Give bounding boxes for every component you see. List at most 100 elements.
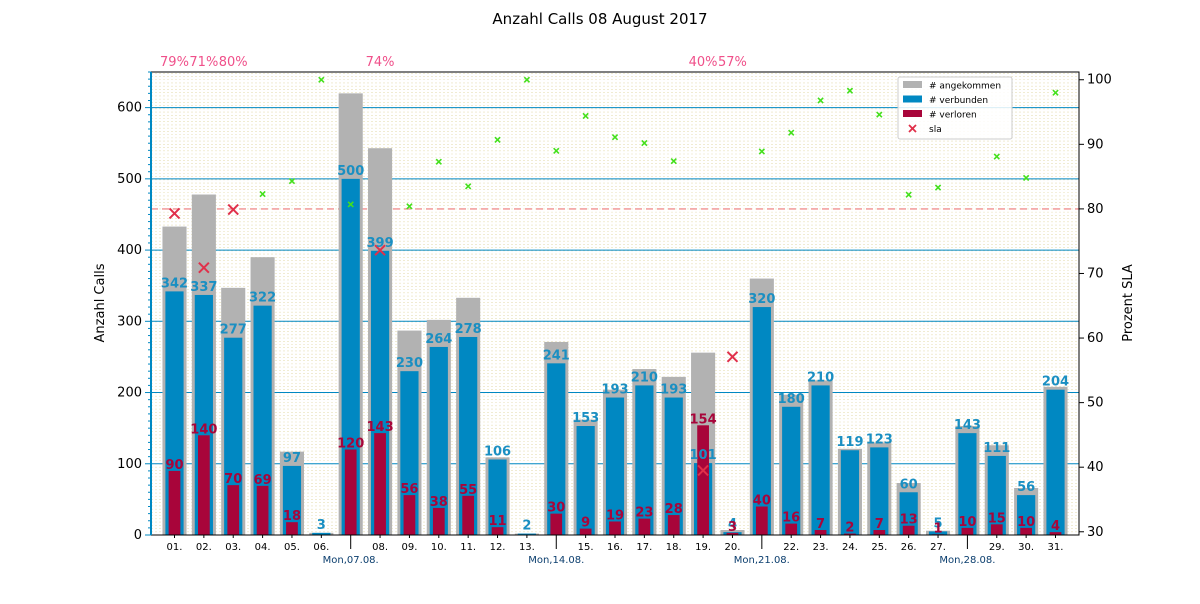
sla-percent-label: 80% [219,55,248,70]
y-tick-label: 200 [117,386,142,401]
lost-value-label: 15 [988,511,1006,526]
x-tick-label: 05. [284,542,300,553]
connected-value-label: 322 [249,291,276,306]
bars [162,93,1068,536]
x-tick-label: 24. [842,542,858,553]
connected-value-label: 500 [337,164,364,179]
y-tick-label: 500 [117,172,142,187]
lost-value-label: 1 [934,521,943,536]
legend-label: # verloren [929,111,977,121]
y2-axis-label: Prozent SLA [1121,264,1136,342]
sla-percent-label: 40% [689,55,718,70]
sla-point-stroke [259,190,266,198]
sla-point [582,112,589,120]
connected-value-label: 56 [1017,480,1035,495]
bar-verloren [697,425,709,535]
sla-point [406,203,413,210]
bar-verbunden [282,465,302,535]
bar-verloren [168,470,181,535]
bar-verloren [227,485,240,535]
bar-verloren [785,523,798,535]
lost-value-label: 56 [400,482,418,497]
sla-point-stroke [905,191,912,198]
sla-point [227,203,239,216]
sla-point-stroke [846,87,854,94]
sla-point [553,147,560,154]
legend-label: sla [929,125,942,135]
week-label: Mon,21.08. [734,555,790,566]
lost-value-label: 38 [430,495,448,510]
sla-point [876,111,883,118]
bar-verloren [491,527,504,535]
bar-verbunden [400,371,419,535]
bar-verloren [844,533,856,535]
bar-verbunden [870,447,889,535]
sla-point-stroke [435,158,442,165]
connected-value-label: 210 [807,370,834,385]
x-tick-label: 06. [313,542,329,553]
bar-verloren [256,485,269,535]
sla-point-stroke [1052,89,1059,96]
sla-percent-label: 74% [366,55,395,70]
x-tick-label: 09. [401,542,417,553]
sla-percent-label: 79% [160,55,189,70]
bar-verbunden [605,397,625,535]
x-tick-label: 15. [578,542,594,553]
connected-value-label: 5 [934,516,943,531]
sla-point [288,177,296,185]
y2-tick-label: 40 [1087,460,1104,475]
sla-point-stroke [582,112,589,120]
x-tick-label: 03. [225,542,241,553]
connected-value-label: 101 [690,448,717,463]
x-tick-label: 18. [666,542,682,553]
connected-value-label: 264 [425,332,452,347]
week-label: Mon,14.08. [528,555,584,566]
connected-value-label: 3 [317,518,326,533]
y2-tick-label: 70 [1087,266,1104,281]
sla-point-stroke [697,464,709,477]
bar-verbunden [635,385,654,535]
x-tick-label: 11. [460,542,476,553]
sla-point [934,184,942,191]
sla-point-stroke [641,139,648,147]
sla-point [435,158,442,165]
lost-value-label: 10 [1017,515,1035,530]
sla-point-stroke [993,153,1000,160]
bar-verloren [961,527,974,535]
lost-value-label: 30 [547,501,565,516]
sla-point [1052,89,1059,96]
week-label: Mon,07.08. [323,555,379,566]
x-tick-label: 13. [519,542,535,553]
sla-point [168,207,181,220]
sla-point [494,136,501,143]
y-tick-label: 600 [117,101,142,116]
y-axis-label: Anzahl Calls [93,263,108,342]
legend: # angekommen # verbunden # verloren sla [897,76,1013,140]
sla-point [347,201,354,208]
connected-value-label: 320 [748,292,775,307]
lost-value-label: 7 [875,517,884,532]
connected-value-label: 106 [484,444,511,459]
legend-label: # verbunden [929,96,988,106]
bar-verloren [286,522,298,535]
legend-sla-marker [908,124,917,133]
connected-value-label: 193 [660,383,687,398]
sla-point-stroke [876,111,883,118]
bar-verbunden [928,531,948,535]
bar-verloren [579,528,592,535]
sla-point [846,87,854,94]
sla-percent-label: 57% [718,55,747,70]
sla-point [1022,174,1030,182]
sla-point [758,148,766,155]
lost-value-label: 28 [665,502,683,517]
sla-point-stroke [347,201,354,208]
lost-value-label: 140 [190,422,217,437]
sla-point [464,183,472,190]
y2-tick-label: 50 [1087,396,1104,411]
lost-value-label: 18 [283,509,301,524]
bar-verloren [197,435,210,535]
x-tick-label: 30. [1018,542,1034,553]
connected-value-label: 97 [283,451,301,466]
connected-value-label: 193 [601,383,628,398]
bar-verbunden [1017,495,1036,535]
